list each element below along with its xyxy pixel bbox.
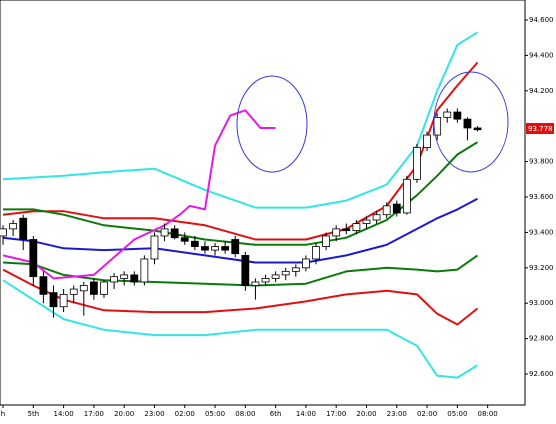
candles: [0, 108, 482, 318]
candle-body: [130, 274, 139, 283]
candle-body: [443, 111, 452, 118]
candle-body: [211, 246, 219, 251]
price-label-box: [526, 123, 554, 134]
x-tick-label: 23:00: [387, 410, 407, 418]
candle-body: [413, 147, 421, 180]
candle-body: [251, 281, 260, 286]
candle-body: [261, 278, 270, 283]
candle-body: [170, 228, 179, 239]
x-tick-label: 20:00: [356, 410, 376, 418]
y-tick-label: 93.400: [529, 228, 554, 236]
candle-body: [322, 235, 331, 247]
y-tick-label: 94.600: [529, 16, 554, 24]
overlay-line: [2, 279, 479, 379]
overlay-line: [2, 109, 276, 280]
y-tick-label: 94.400: [529, 51, 554, 59]
price-label: 93.778: [528, 125, 553, 133]
candle-body: [9, 223, 18, 230]
candle-body: [221, 246, 230, 251]
candle-body: [69, 288, 78, 295]
candle-body: [372, 214, 381, 221]
x-tick-label: 08:00: [235, 410, 255, 418]
y-tick-label: 93.600: [529, 193, 554, 201]
candle-body: [160, 228, 169, 237]
overlay-lines: [2, 31, 479, 379]
candle-body: [89, 281, 98, 295]
candle-body: [19, 217, 28, 240]
candle-body: [332, 228, 341, 237]
x-tick-label: 5th: [27, 410, 39, 418]
candle-body: [312, 246, 320, 260]
candle-body: [29, 239, 38, 278]
y-tick-label: 92.600: [529, 370, 554, 378]
annotation-circle: [236, 75, 308, 173]
candle-body: [140, 258, 149, 283]
candle-body: [150, 235, 159, 260]
candle-body: [39, 276, 48, 295]
candle-body: [201, 246, 209, 251]
candle-body: [0, 228, 7, 237]
candle-body: [190, 240, 199, 247]
overlay-line: [2, 31, 479, 209]
overlay-line: [2, 197, 478, 264]
candle-body: [392, 203, 401, 214]
candle-body: [271, 274, 280, 279]
candle-body: [382, 205, 391, 216]
x-tick-label: 02:00: [417, 410, 437, 418]
y-tick-label: 92.800: [529, 335, 554, 343]
x-tick-label: 05:00: [447, 410, 467, 418]
candle-body: [120, 274, 129, 279]
y-tick-label: 94.200: [529, 87, 554, 95]
x-tick-label: 14:00: [54, 410, 74, 418]
annotation-circle: [433, 71, 509, 173]
y-tick-label: 93.800: [529, 158, 554, 166]
y-tick-label: 93.200: [529, 264, 554, 272]
candle-body: [473, 127, 482, 131]
candle-body: [79, 285, 88, 292]
x-tick-label: 23:00: [144, 410, 164, 418]
candle-body: [100, 281, 108, 295]
candle-body: [59, 293, 68, 308]
candle-body: [423, 134, 431, 148]
overlay-line: [2, 268, 479, 326]
candle-body: [463, 118, 472, 129]
overlay-line: [3, 141, 479, 246]
x-tick-label: 17:00: [326, 410, 346, 418]
candle-body: [453, 111, 462, 120]
candle-body: [241, 255, 250, 286]
x-tick-label: 6th: [270, 410, 282, 418]
candle-body: [110, 276, 118, 283]
candle-body: [342, 228, 351, 232]
candle-body: [180, 237, 189, 242]
overlay-line: [2, 254, 479, 287]
candle-body: [352, 223, 361, 232]
candle-body: [291, 267, 300, 272]
candle-body: [362, 219, 371, 224]
x-tick-label: 08:00: [478, 410, 498, 418]
x-tick-label: 17:00: [84, 410, 104, 418]
x-tick-label: 02:00: [175, 410, 195, 418]
x-tick-label: h: [1, 410, 5, 418]
x-tick-label: 20:00: [114, 410, 134, 418]
plot-frame: [0, 0, 526, 406]
candle-body: [49, 292, 58, 308]
candle-body: [402, 178, 411, 214]
candle-body: [302, 258, 310, 269]
candle-body: [281, 270, 290, 276]
x-tick-label: 14:00: [296, 410, 316, 418]
x-tick-label: 05:00: [205, 410, 225, 418]
y-tick-label: 93.000: [529, 299, 554, 307]
candle-body: [231, 239, 240, 255]
